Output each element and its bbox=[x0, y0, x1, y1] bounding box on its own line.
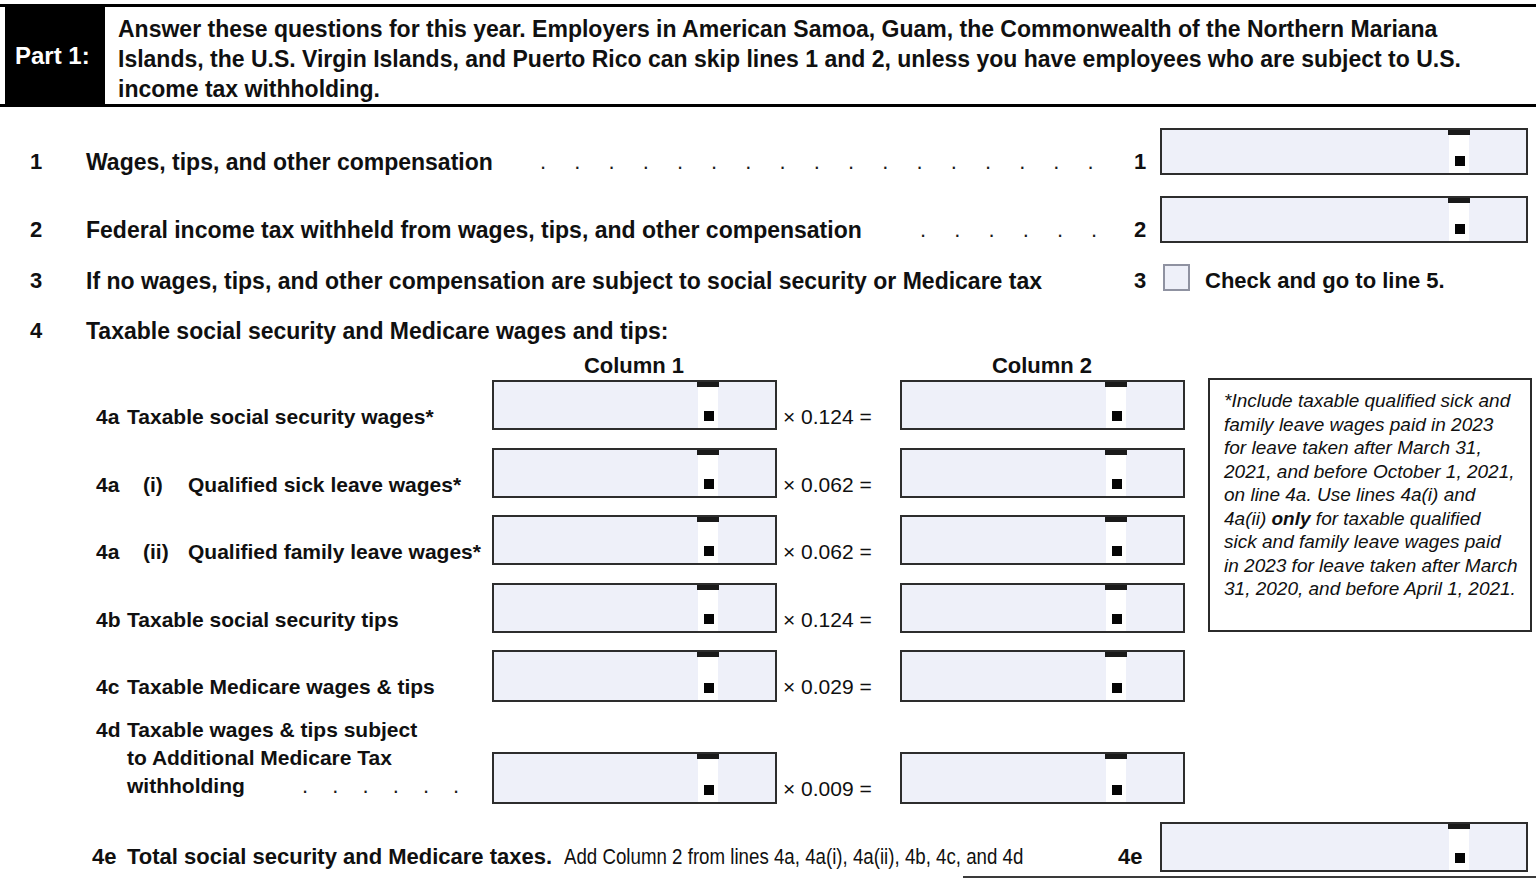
row-4c-col1-input[interactable] bbox=[492, 650, 777, 702]
column1-header: Column 1 bbox=[564, 353, 704, 379]
cents-separator bbox=[698, 585, 718, 631]
cents-separator bbox=[1449, 130, 1469, 173]
part1-header: Part 1: Answer these questions for this … bbox=[0, 4, 1536, 107]
row-4a-col2-input[interactable] bbox=[900, 380, 1185, 430]
row-4aii-col2-input[interactable] bbox=[900, 515, 1185, 565]
row-4b-label: Taxable social security tips bbox=[127, 607, 399, 633]
line1-label: Wages, tips, and other compensation bbox=[86, 149, 493, 175]
dot-leader: . . . . . . bbox=[302, 773, 459, 799]
row-4aii-multiplier: × 0.062 = bbox=[783, 539, 872, 565]
cents-separator bbox=[1106, 382, 1126, 428]
row-4ai-sub: (i) bbox=[143, 472, 163, 498]
row-4e-label: Total social security and Medicare taxes… bbox=[127, 844, 1105, 870]
line3-box-number: 3 bbox=[1128, 268, 1152, 294]
row-4e-divider bbox=[963, 876, 1536, 878]
decimal-point-icon bbox=[1455, 853, 1465, 863]
row-4c-prefix: 4c bbox=[96, 674, 119, 700]
decimal-point-icon bbox=[1112, 479, 1122, 489]
row-4d-col2-input[interactable] bbox=[900, 752, 1185, 804]
cents-separator bbox=[698, 517, 718, 563]
row-4e-box-number: 4e bbox=[1118, 844, 1142, 870]
row-4a-label: Taxable social security wages* bbox=[127, 404, 434, 430]
line2-amount-input[interactable] bbox=[1160, 196, 1528, 243]
column2-header: Column 2 bbox=[972, 353, 1112, 379]
part1-black-cell: Part 1: bbox=[5, 7, 105, 104]
row-4a-multiplier: × 0.124 = bbox=[783, 404, 872, 430]
row-4b-prefix: 4b bbox=[96, 607, 121, 633]
line3-checkbox[interactable] bbox=[1163, 264, 1190, 291]
row-4c-label: Taxable Medicare wages & tips bbox=[127, 674, 435, 700]
part1-label: Part 1: bbox=[15, 42, 90, 70]
decimal-point-icon bbox=[704, 683, 714, 693]
row-4ai-col2-input[interactable] bbox=[900, 448, 1185, 498]
decimal-point-icon bbox=[704, 546, 714, 556]
row-4aii-prefix: 4a bbox=[96, 539, 119, 565]
cents-separator bbox=[1449, 198, 1469, 241]
line4-label: Taxable social security and Medicare wag… bbox=[86, 318, 668, 344]
line2-box-number: 2 bbox=[1128, 217, 1152, 243]
decimal-point-icon bbox=[704, 411, 714, 421]
form-941-part1-page: Part 1: Answer these questions for this … bbox=[0, 0, 1536, 880]
line3-number: 3 bbox=[30, 268, 42, 294]
line4a-footnote: *Include taxable qualified sick and fami… bbox=[1208, 378, 1532, 632]
line2-number: 2 bbox=[30, 217, 42, 243]
row-4aii-sub: (ii) bbox=[143, 539, 169, 565]
decimal-point-icon bbox=[1112, 785, 1122, 795]
row-4b-multiplier: × 0.124 = bbox=[783, 607, 872, 633]
cents-separator bbox=[698, 382, 718, 428]
row-4ai-multiplier: × 0.062 = bbox=[783, 472, 872, 498]
decimal-point-icon bbox=[1455, 156, 1465, 166]
row-4d-prefix: 4d bbox=[96, 717, 121, 743]
cents-separator bbox=[698, 450, 718, 496]
decimal-point-icon bbox=[1112, 546, 1122, 556]
row-4d-label-line1: Taxable wages & tips subject bbox=[127, 717, 417, 743]
cents-separator bbox=[1449, 824, 1469, 870]
decimal-point-icon bbox=[1112, 614, 1122, 624]
footnote-bold-word: only bbox=[1272, 508, 1311, 529]
row-4aii-col1-input[interactable] bbox=[492, 515, 777, 565]
decimal-point-icon bbox=[1455, 224, 1465, 234]
row-4d-label-line2: to Additional Medicare Tax bbox=[127, 745, 392, 771]
row-4e-prefix: 4e bbox=[92, 844, 116, 870]
decimal-point-icon bbox=[704, 785, 714, 795]
row-4e-label-rest: Add Column 2 from lines 4a, 4a(i), 4a(ii… bbox=[564, 844, 1023, 870]
row-4ai-col1-input[interactable] bbox=[492, 448, 777, 498]
dot-leader: . . . . . . . . . . . . . . . . . bbox=[540, 149, 1094, 175]
decimal-point-icon bbox=[704, 614, 714, 624]
row-4ai-prefix: 4a bbox=[96, 472, 119, 498]
cents-separator bbox=[1106, 517, 1126, 563]
row-4d-label-line3: withholding bbox=[127, 773, 245, 799]
row-4b-col1-input[interactable] bbox=[492, 583, 777, 633]
decimal-point-icon bbox=[1112, 683, 1122, 693]
row-4c-col2-input[interactable] bbox=[900, 650, 1185, 702]
dot-leader: . . . . . . bbox=[920, 217, 1097, 243]
part1-instructions: Answer these questions for this year. Em… bbox=[118, 14, 1516, 104]
row-4e-total-input[interactable] bbox=[1160, 822, 1528, 872]
cents-separator bbox=[1106, 585, 1126, 631]
row-4d-multiplier: × 0.009 = bbox=[783, 776, 872, 802]
line3-checkbox-label: Check and go to line 5. bbox=[1205, 268, 1445, 294]
row-4aii-label: Qualified family leave wages* bbox=[188, 539, 481, 565]
row-4b-col2-input[interactable] bbox=[900, 583, 1185, 633]
line3-label: If no wages, tips, and other compensatio… bbox=[86, 268, 1042, 294]
decimal-point-icon bbox=[704, 479, 714, 489]
row-4e-label-bold: Total social security and Medicare taxes… bbox=[127, 844, 552, 869]
line1-amount-input[interactable] bbox=[1160, 128, 1528, 175]
row-4d-col1-input[interactable] bbox=[492, 752, 777, 804]
line1-box-number: 1 bbox=[1128, 149, 1152, 175]
row-4c-multiplier: × 0.029 = bbox=[783, 674, 872, 700]
cents-separator bbox=[1106, 450, 1126, 496]
row-4ai-label: Qualified sick leave wages* bbox=[188, 472, 461, 498]
line4-number: 4 bbox=[30, 318, 42, 344]
row-4a-prefix: 4a bbox=[96, 404, 119, 430]
row-4a-col1-input[interactable] bbox=[492, 380, 777, 430]
line2-label: Federal income tax withheld from wages, … bbox=[86, 217, 862, 243]
line1-number: 1 bbox=[30, 149, 42, 175]
decimal-point-icon bbox=[1112, 411, 1122, 421]
